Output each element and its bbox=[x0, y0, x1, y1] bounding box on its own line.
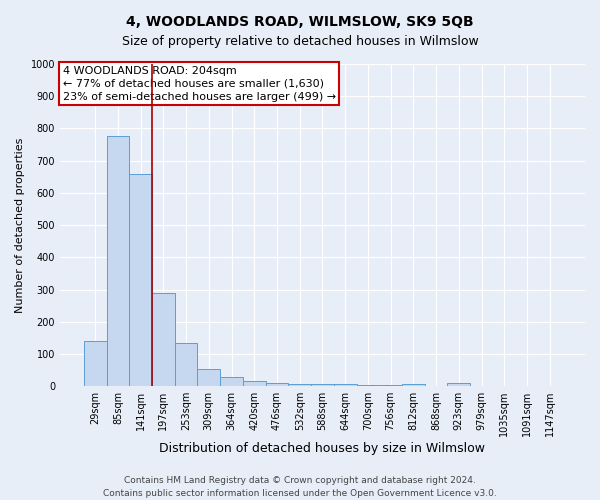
Text: 4 WOODLANDS ROAD: 204sqm
← 77% of detached houses are smaller (1,630)
23% of sem: 4 WOODLANDS ROAD: 204sqm ← 77% of detach… bbox=[62, 66, 335, 102]
Bar bbox=[289, 384, 311, 386]
Bar bbox=[379, 384, 402, 386]
Bar bbox=[129, 174, 152, 386]
Bar bbox=[152, 293, 175, 386]
Bar bbox=[107, 136, 129, 386]
Bar bbox=[84, 341, 107, 386]
Text: Contains HM Land Registry data © Crown copyright and database right 2024.
Contai: Contains HM Land Registry data © Crown c… bbox=[103, 476, 497, 498]
Bar bbox=[356, 384, 379, 386]
Text: Size of property relative to detached houses in Wilmslow: Size of property relative to detached ho… bbox=[122, 35, 478, 48]
Bar bbox=[243, 380, 266, 386]
Bar bbox=[402, 384, 425, 386]
Bar bbox=[175, 342, 197, 386]
Text: 4, WOODLANDS ROAD, WILMSLOW, SK9 5QB: 4, WOODLANDS ROAD, WILMSLOW, SK9 5QB bbox=[126, 15, 474, 29]
Y-axis label: Number of detached properties: Number of detached properties bbox=[15, 138, 25, 313]
Bar bbox=[311, 384, 334, 386]
Bar bbox=[197, 370, 220, 386]
Bar bbox=[334, 384, 356, 386]
X-axis label: Distribution of detached houses by size in Wilmslow: Distribution of detached houses by size … bbox=[160, 442, 485, 455]
Bar bbox=[220, 376, 243, 386]
Bar bbox=[266, 383, 289, 386]
Bar bbox=[448, 383, 470, 386]
